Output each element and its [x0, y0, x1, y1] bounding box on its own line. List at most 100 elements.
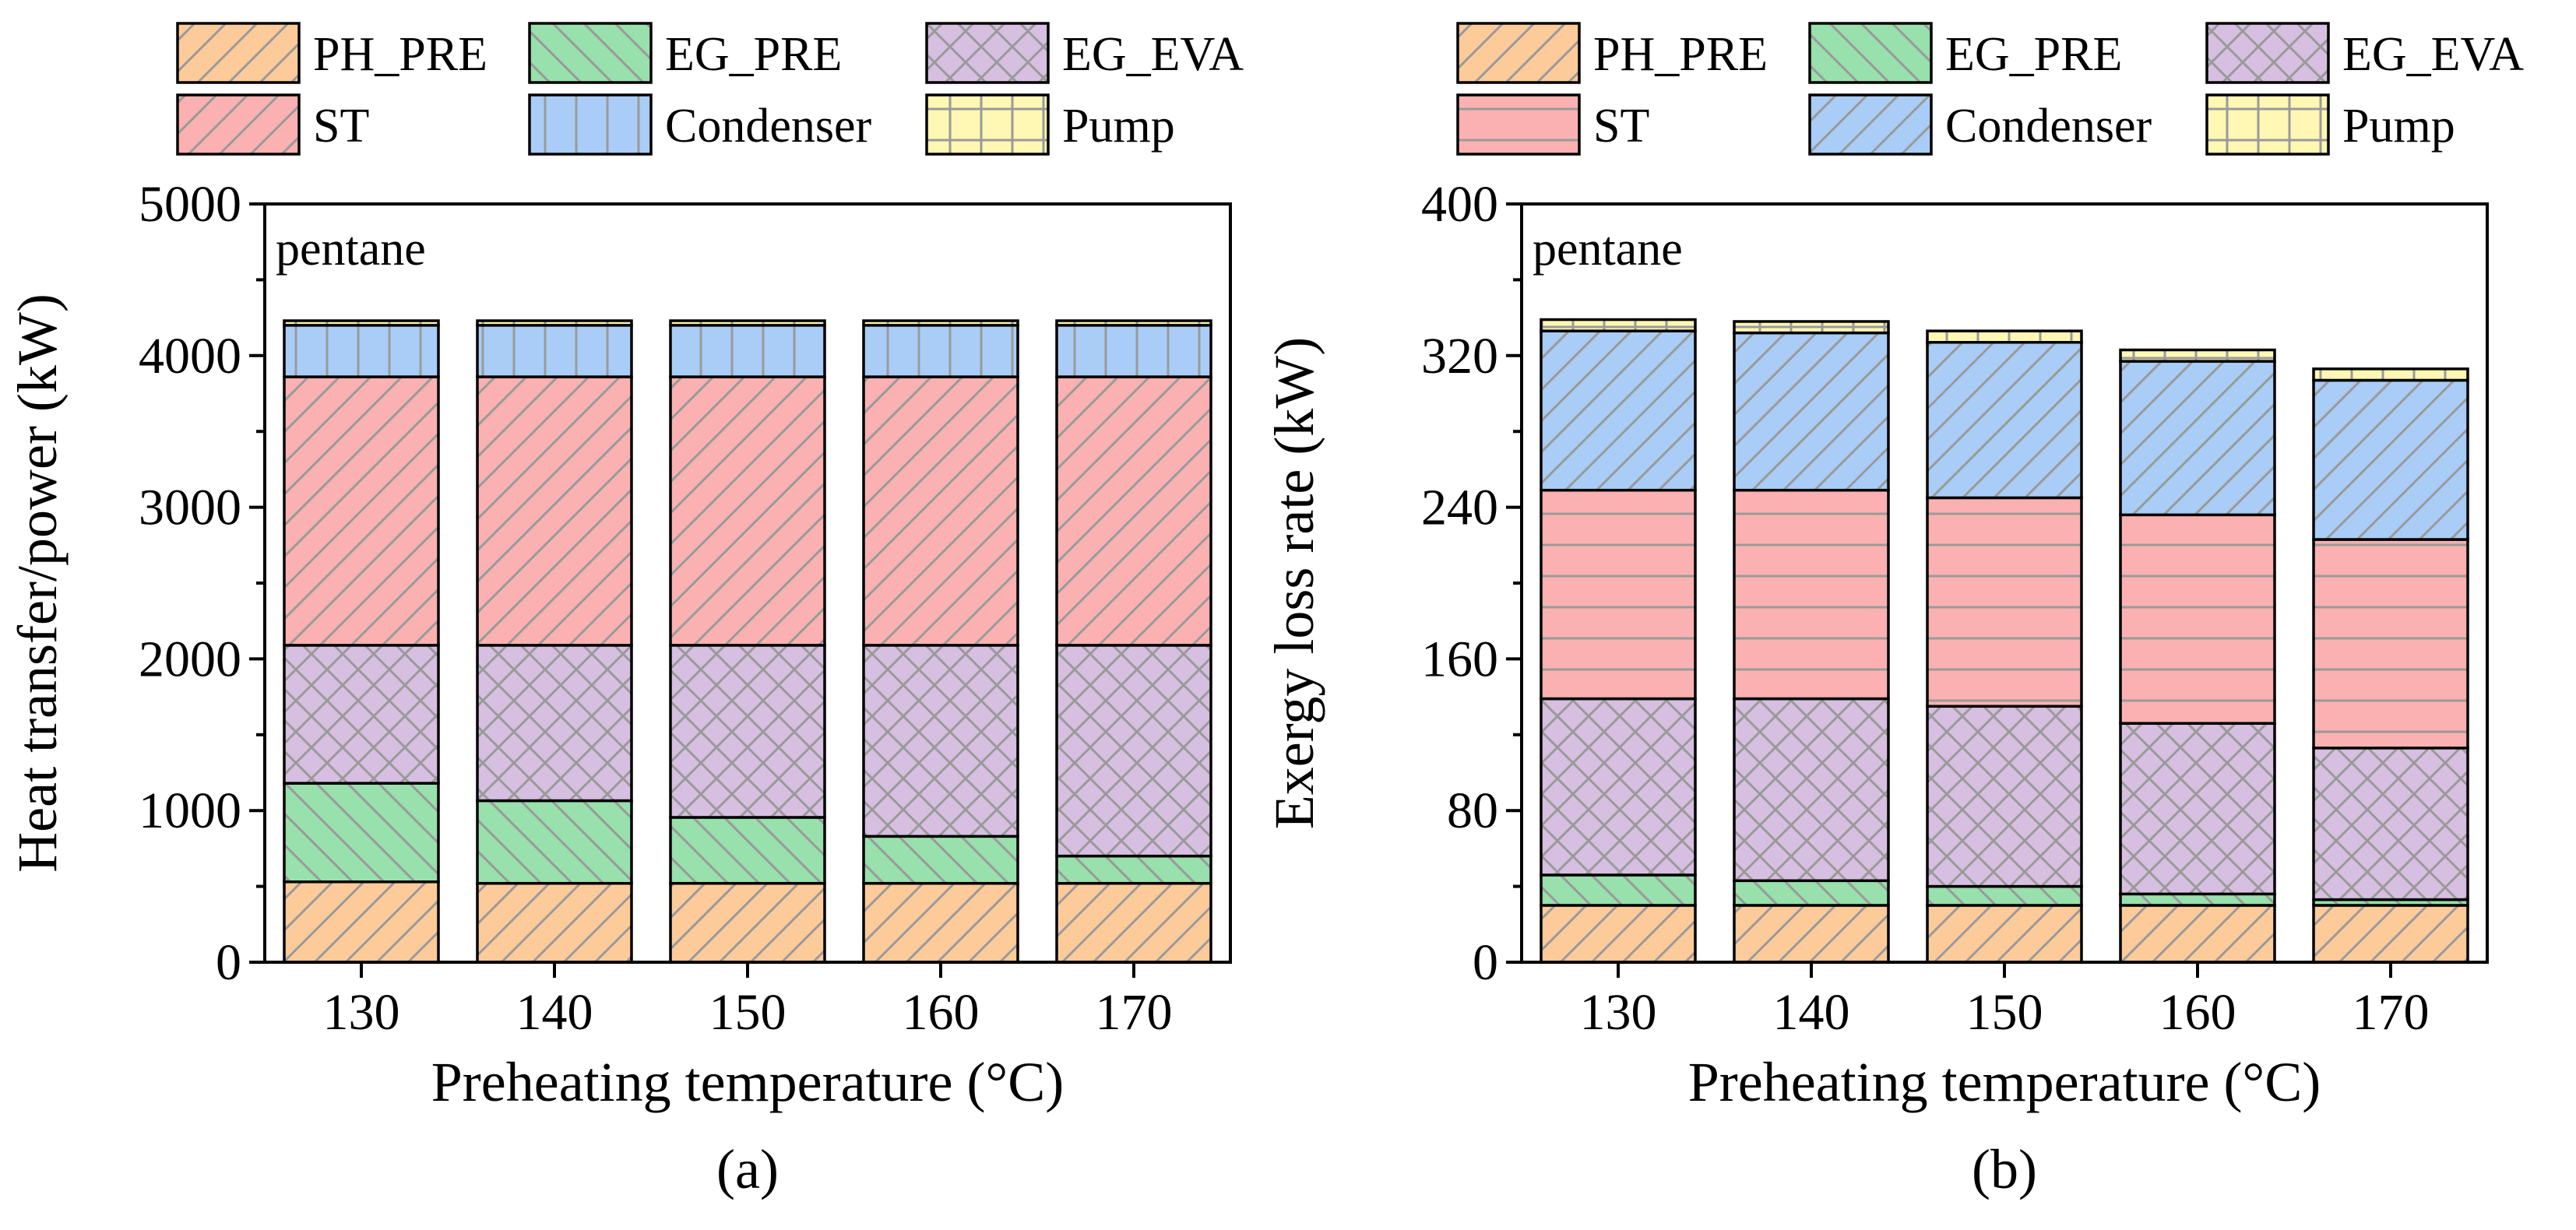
- bar-condenser-130-panel-b: [1540, 329, 1697, 492]
- bar-ph_pre-130-panel-a: [283, 880, 440, 964]
- legend-swatch-ph_pre: [176, 22, 301, 84]
- legend-label-pump: Pump: [1062, 100, 1175, 153]
- bar-eg_eva-130-panel-a: [283, 644, 440, 785]
- bar-st-170-panel-a: [1055, 375, 1212, 647]
- legend-swatch-st: [1456, 93, 1581, 156]
- bar-eg_eva-170-panel-b: [2312, 747, 2469, 901]
- bar-condenser-160-panel-a: [862, 324, 1019, 378]
- legend-label-ph_pre: PH_PRE: [313, 28, 487, 81]
- x-tick-label-170: 170: [1096, 984, 1173, 1041]
- legend-label-eg_pre: EG_PRE: [665, 28, 842, 81]
- bar-eg_eva-160-panel-a: [862, 644, 1019, 838]
- legend-panel-a: PH_PRE EG_PRE EG_EVA ST Condenser Pump: [176, 22, 1244, 156]
- bar-condenser-140-panel-a: [476, 324, 633, 378]
- bar-eg_eva-130-panel-b: [1540, 697, 1697, 877]
- axis-ticks-panel-a: 0 1000 2000 3000 4000 5000 130 140 150 160 170: [139, 176, 1173, 1041]
- bars-panel-a: [283, 319, 1212, 964]
- legend-label-condenser: Condenser: [1945, 100, 2152, 153]
- legend-label-st: ST: [313, 100, 369, 153]
- bar-pump-130-panel-a: [283, 319, 440, 327]
- bar-st-140-panel-a: [476, 375, 633, 647]
- panel-a-heat-transfer-chart: PH_PRE EG_PRE EG_EVA ST Condenser Pump 0 1000 2…: [6, 22, 1244, 1200]
- y-tick-label: 160: [1421, 631, 1498, 687]
- panel-caption-b: (b): [1972, 1138, 2037, 1200]
- bar-eg_eva-170-panel-a: [1055, 644, 1212, 858]
- legend-swatch-eg_eva: [2205, 22, 2330, 84]
- bar-ph_pre-140-panel-a: [476, 881, 633, 964]
- bar-pump-150-panel-b: [1926, 329, 2083, 344]
- bar-eg_pre-140-panel-b: [1733, 879, 1890, 907]
- y-tick-label: 320: [1421, 328, 1498, 385]
- x-tick-label-170: 170: [2353, 984, 2430, 1041]
- legend-label-st: ST: [1593, 100, 1649, 153]
- bar-condenser-170-panel-b: [2312, 378, 2469, 541]
- bar-eg_eva-140-panel-a: [476, 644, 633, 803]
- legend-swatch-eg_pre: [1808, 22, 1933, 84]
- bar-ph_pre-140-panel-b: [1733, 904, 1890, 964]
- y-axis-title-panel-b: Exergy loss rate (kW): [1263, 337, 1325, 829]
- x-tick-label-140: 140: [516, 984, 593, 1041]
- y-tick-label: 1000: [139, 782, 241, 839]
- x-tick-label-140: 140: [1773, 984, 1850, 1041]
- y-axis-title-panel-a: Heat transfer/power (kW): [6, 293, 69, 873]
- bar-eg_pre-130-panel-a: [283, 782, 440, 884]
- bar-condenser-170-panel-a: [1055, 324, 1212, 378]
- y-tick-label: 2000: [139, 631, 241, 687]
- bar-eg_eva-160-panel-b: [2119, 722, 2276, 896]
- bar-pump-140-panel-a: [476, 319, 633, 327]
- x-tick-label-150: 150: [1966, 984, 2043, 1041]
- bar-ph_pre-160-panel-b: [2119, 904, 2276, 964]
- x-tick-label-160: 160: [903, 984, 980, 1041]
- bar-ph_pre-150-panel-a: [669, 881, 826, 964]
- bar-pump-160-panel-b: [2119, 348, 2276, 363]
- bar-condenser-150-panel-a: [669, 324, 826, 378]
- legend-swatch-pump: [925, 93, 1050, 156]
- x-tick-label-160: 160: [2159, 984, 2236, 1041]
- y-tick-label: 0: [1473, 934, 1498, 991]
- bar-pump-170-panel-a: [1055, 319, 1212, 327]
- panel-b-exergy-loss-chart: PH_PRE EG_PRE EG_EVA ST Condenser Pump 0 80 160…: [1263, 22, 2524, 1200]
- bar-condenser-140-panel-b: [1733, 331, 1890, 492]
- legend-swatch-pump: [2205, 93, 2330, 156]
- bar-eg_eva-150-panel-a: [669, 644, 826, 819]
- legend-swatch-eg_eva: [925, 22, 1050, 84]
- legend-swatch-st: [176, 93, 301, 156]
- bar-pump-170-panel-b: [2312, 367, 2469, 382]
- bar-eg_pre-160-panel-a: [862, 835, 1019, 885]
- legend-swatch-eg_pre: [528, 22, 653, 84]
- legend-panel-b: PH_PRE EG_PRE EG_EVA ST Condenser Pump: [1456, 22, 2524, 156]
- bar-eg_pre-150-panel-b: [1926, 884, 2083, 907]
- y-tick-label: 400: [1421, 176, 1498, 233]
- legend-swatch-condenser: [1808, 93, 1933, 156]
- bar-eg_pre-160-panel-b: [2119, 892, 2276, 907]
- y-tick-label: 0: [216, 934, 241, 991]
- x-axis-title-panel-a: Preheating temperature (°C): [431, 1051, 1064, 1113]
- bar-pump-150-panel-a: [669, 319, 826, 327]
- bar-st-160-panel-b: [2119, 513, 2276, 725]
- legend-label-eg_eva: EG_EVA: [2342, 28, 2524, 81]
- bar-st-170-panel-b: [2312, 538, 2469, 750]
- bars-panel-b: [1540, 318, 2469, 964]
- bar-eg_eva-140-panel-b: [1733, 697, 1890, 883]
- inset-label-panel-a: pentane: [276, 223, 426, 276]
- bar-condenser-160-panel-b: [2119, 360, 2276, 517]
- y-tick-label: 240: [1421, 480, 1498, 536]
- bar-ph_pre-160-panel-a: [862, 881, 1019, 964]
- bar-condenser-150-panel-b: [1926, 341, 2083, 500]
- bar-eg_pre-170-panel-a: [1055, 854, 1212, 885]
- bar-eg_pre-140-panel-a: [476, 799, 633, 885]
- legend-label-eg_pre: EG_PRE: [1945, 28, 2122, 81]
- legend-label-condenser: Condenser: [665, 100, 872, 153]
- inset-label-panel-b: pentane: [1533, 223, 1683, 276]
- legend-swatch-condenser: [528, 93, 653, 156]
- x-tick-label-130: 130: [1580, 984, 1657, 1041]
- bar-pump-160-panel-a: [862, 319, 1019, 327]
- bar-eg_eva-150-panel-b: [1926, 705, 2083, 888]
- y-tick-label: 3000: [139, 480, 241, 536]
- bar-ph_pre-170-panel-b: [2312, 904, 2469, 964]
- y-tick-label: 80: [1447, 782, 1498, 839]
- legend-swatch-ph_pre: [1456, 22, 1581, 84]
- x-tick-label-150: 150: [709, 984, 787, 1041]
- bar-st-160-panel-a: [862, 375, 1019, 647]
- legend-label-eg_eva: EG_EVA: [1062, 28, 1244, 81]
